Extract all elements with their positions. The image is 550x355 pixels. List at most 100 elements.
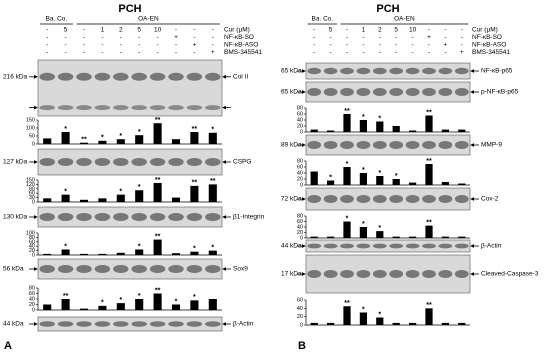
treatment-value: -: [138, 34, 140, 41]
band: [39, 321, 55, 327]
significance: **: [81, 137, 87, 144]
band: [307, 141, 322, 149]
bar: [310, 236, 318, 238]
treatment-value: -: [461, 34, 463, 41]
band: [405, 88, 420, 96]
bar: [61, 249, 70, 255]
significance: *: [378, 311, 381, 318]
significance: *: [138, 184, 141, 191]
significance: *: [193, 246, 196, 253]
bar: [43, 304, 52, 310]
band: [372, 243, 387, 249]
treatment-value: -: [175, 42, 177, 49]
bar: [98, 140, 107, 144]
group-label: Ba. Co.: [312, 16, 334, 23]
band: [454, 243, 469, 249]
treatment-value: -: [212, 27, 214, 34]
kda-marker: 216 kDa: [3, 74, 28, 81]
y-tick-label: 150: [26, 177, 35, 183]
significance: *: [175, 298, 178, 305]
band: [356, 195, 371, 203]
band: [168, 72, 184, 81]
bar: [153, 182, 162, 202]
treatment-value: -: [346, 42, 348, 49]
band: [186, 72, 203, 81]
bar: [441, 322, 450, 325]
band: [323, 88, 338, 96]
treatment-name: NF-κB-ASO: [224, 42, 258, 49]
band: [76, 265, 92, 273]
bar: [392, 126, 400, 132]
treatment-value: -: [379, 42, 381, 49]
significance: **: [210, 178, 216, 185]
band: [438, 270, 453, 278]
treatment-value: -: [313, 27, 315, 34]
bar: [392, 179, 400, 185]
band: [405, 195, 420, 203]
treatment-value: -: [138, 49, 140, 56]
band: [131, 213, 147, 221]
treatment-value: 5: [137, 27, 141, 34]
band: [39, 213, 55, 221]
bar: [116, 303, 125, 310]
treatment-value: -: [346, 49, 348, 56]
treatment-value: +: [427, 34, 431, 41]
band: [356, 88, 371, 96]
treatment-value: +: [460, 49, 464, 56]
y-tick-label: 40: [29, 244, 35, 250]
treatment-value: 1: [101, 27, 105, 34]
bar: [310, 129, 318, 132]
significance: *: [362, 167, 365, 174]
treatment-name: NF-κB-ASO: [472, 42, 506, 49]
band: [205, 213, 221, 221]
bar: [458, 183, 466, 185]
band: [186, 158, 203, 166]
blot: [305, 239, 471, 253]
band: [422, 141, 436, 149]
bar: [343, 167, 351, 185]
band: [372, 67, 387, 75]
band: [438, 141, 453, 149]
bar: [208, 132, 217, 144]
band: [168, 321, 184, 327]
band: [205, 265, 221, 273]
bar: [43, 138, 52, 144]
protein-name: Cox-2: [481, 196, 499, 203]
treatment-value: -: [65, 49, 67, 56]
kda-marker: 44 kDa: [281, 243, 302, 250]
band: [405, 243, 420, 249]
bar: [408, 182, 417, 185]
treatment-value: -: [461, 42, 463, 49]
protein-name: Sox9: [233, 266, 248, 273]
band: [422, 67, 436, 75]
significance: *: [378, 225, 381, 232]
bar: [171, 304, 181, 310]
treatment-value: 10: [154, 27, 162, 34]
bar: [408, 130, 417, 132]
treatment-value: -: [65, 42, 67, 49]
significance: *: [64, 126, 67, 133]
band: [168, 213, 184, 221]
treatment-name: NF-κB-SO: [224, 34, 254, 41]
bar: [425, 225, 433, 238]
group-label: Ba. Co.: [46, 16, 68, 23]
treatment-value: -: [212, 34, 214, 41]
protein-name: Cleaved-Caspase-3: [481, 271, 539, 278]
band: [389, 270, 404, 278]
bar: [392, 322, 400, 325]
protein-name: MMP-9: [481, 142, 502, 149]
bar: [116, 139, 125, 144]
y-tick-label: 60: [297, 219, 303, 225]
treatment-value: -: [101, 42, 103, 49]
band: [307, 243, 322, 249]
band: [168, 105, 184, 111]
protein-name: p-NF-κB-p65: [481, 89, 519, 96]
bar: [359, 312, 368, 325]
bar: [376, 317, 384, 325]
treatment-value: -: [83, 27, 85, 34]
blot: [305, 81, 471, 103]
treatment-value: -: [412, 42, 414, 49]
band: [356, 141, 371, 149]
treatment-value: -: [193, 34, 195, 41]
bar: [425, 115, 433, 132]
